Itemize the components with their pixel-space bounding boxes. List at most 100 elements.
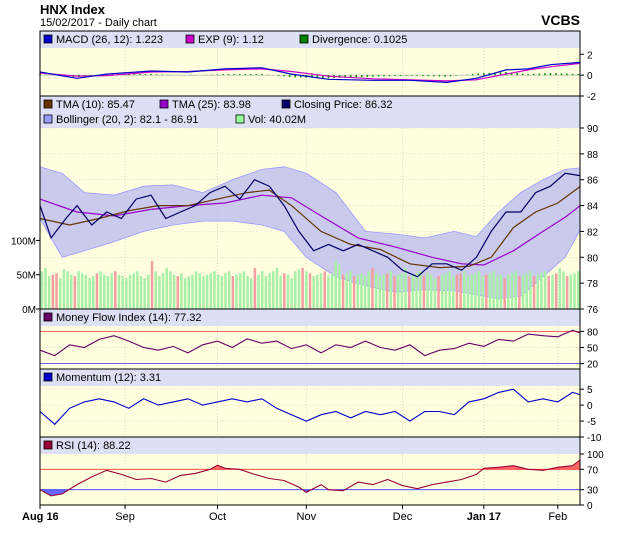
- volume-bar: [264, 276, 268, 309]
- volume-bar: [176, 276, 179, 309]
- volume-bar: [132, 273, 135, 309]
- volume-bar: [139, 276, 143, 309]
- macd-legend-swatch: [185, 34, 195, 44]
- volume-bar: [51, 274, 55, 309]
- volume-bar: [77, 271, 80, 309]
- volume-bar: [235, 274, 238, 309]
- volume-bar: [444, 273, 448, 309]
- brand-label: VCBS: [541, 12, 580, 28]
- mom-tick-label: 5: [587, 385, 593, 396]
- volume-bar: [382, 274, 385, 309]
- mom-legend-label: Momentum (12): 3.31: [56, 372, 161, 384]
- volume-bar: [180, 273, 183, 309]
- date-tick-label: Feb: [548, 511, 567, 523]
- volume-bar: [249, 278, 253, 309]
- price-legend-label: Bollinger (20, 2): 82.1 - 86.91: [56, 114, 198, 126]
- volume-bar: [305, 271, 308, 309]
- volume-bar: [242, 271, 246, 309]
- volume-bar: [308, 273, 312, 309]
- volume-bar: [415, 273, 418, 309]
- mfi-panel: Money Flow Index (14): 77.32 80 50 20: [39, 308, 599, 371]
- volume-bar: [323, 271, 326, 309]
- volume-bar: [158, 276, 161, 309]
- volume-bar: [301, 267, 304, 309]
- price-legend-swatch: [43, 114, 53, 124]
- volume-bar: [338, 264, 341, 309]
- volume-bar: [275, 267, 279, 309]
- volume-bar: [150, 261, 154, 309]
- price-legend-swatch: [43, 99, 53, 109]
- volume-bar: [547, 276, 551, 309]
- volume-bar: [485, 274, 488, 309]
- rsi-frame: [39, 436, 581, 506]
- volume-bar: [106, 276, 110, 309]
- volume-bar: [220, 276, 224, 309]
- volume-bar: [433, 278, 437, 309]
- mfi-legend-swatch: [43, 312, 53, 322]
- volume-bar: [187, 276, 191, 309]
- volume-bar: [576, 271, 580, 309]
- volume-bar: [92, 276, 95, 309]
- price-tick-label: 88: [587, 150, 599, 161]
- volume-bar: [205, 274, 209, 309]
- volume-bar: [411, 274, 415, 309]
- volume-bar: [66, 271, 69, 309]
- macd-legend-label: Divergence: 0.1025: [312, 34, 407, 46]
- volume-bar: [334, 261, 337, 309]
- mfi-tick-label: 20: [587, 360, 599, 371]
- volume-bar: [330, 273, 334, 309]
- volume-bar: [183, 278, 187, 309]
- volume-bar: [172, 274, 176, 309]
- rsi-tick-label: 100: [587, 450, 604, 461]
- volume-bar: [540, 273, 543, 309]
- volume-bar: [573, 273, 576, 309]
- rsi-line: [39, 459, 581, 497]
- volume-bar: [510, 273, 514, 309]
- volume-bar: [279, 276, 282, 309]
- volume-bar: [125, 278, 128, 309]
- volume-bar: [165, 267, 168, 309]
- volume-bar: [418, 271, 422, 309]
- volume-bar: [448, 271, 451, 309]
- momentum-panel: Momentum (12): 3.31 5 0 -5 -10: [39, 368, 602, 444]
- mom-legend-swatch: [43, 372, 53, 382]
- macd-line: [39, 61, 581, 84]
- price-legend-swatch: [159, 99, 169, 109]
- volume-bar: [455, 274, 459, 309]
- volume-bar: [103, 274, 106, 309]
- volume-bar: [514, 271, 517, 309]
- chart-title: HNX Index: [40, 2, 106, 17]
- volume-bar: [407, 276, 411, 309]
- volume-bar: [474, 273, 477, 309]
- volume-bar: [55, 273, 58, 309]
- volume-bar: [536, 274, 539, 309]
- volume-bar: [363, 276, 367, 309]
- momentum-line: [39, 388, 581, 426]
- volume-bar: [437, 276, 440, 309]
- volume-bar: [532, 276, 536, 309]
- exp-line: [39, 62, 581, 82]
- price-tick-label: 90: [587, 124, 599, 135]
- date-tick-label: Aug 16: [22, 511, 59, 523]
- price-legend-label: TMA (25): 83.98: [172, 99, 251, 111]
- volume-bar: [268, 273, 271, 309]
- price-tick-label: 80: [587, 253, 599, 264]
- macd-legend-swatch: [299, 34, 309, 44]
- volume-bar: [290, 278, 293, 309]
- volume-bar: [393, 276, 396, 309]
- price-tick-label: 84: [587, 202, 599, 213]
- volume-bar: [316, 274, 319, 309]
- volume-bar: [554, 273, 558, 309]
- volume-bar: [422, 276, 426, 309]
- volume-bar: [521, 274, 525, 309]
- volume-bar: [492, 271, 495, 309]
- price-tick-label: 86: [587, 176, 599, 187]
- mom-tick-label: 0: [587, 401, 593, 412]
- chart-subtitle: 15/02/2017 - Daily chart: [40, 17, 157, 29]
- price-legend-label: TMA (10): 85.47: [56, 99, 135, 111]
- macd-tick-label: 0: [587, 71, 593, 82]
- volume-bar: [558, 267, 562, 309]
- volume-bar: [349, 271, 352, 309]
- mfi-legend-label: Money Flow Index (14): 77.32: [56, 312, 202, 324]
